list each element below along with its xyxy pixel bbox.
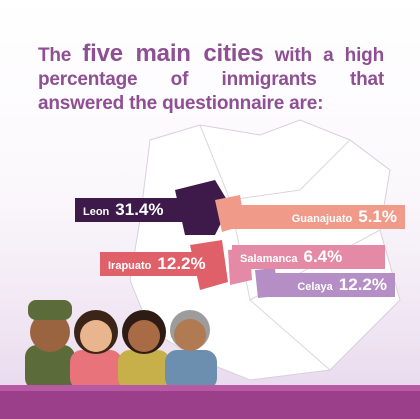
city-percent: 12.2% (338, 275, 387, 294)
city-percent: 6.4% (303, 247, 343, 266)
city-name: Irapuato (108, 260, 152, 272)
city-tag: Celaya 12.2% (265, 273, 395, 297)
city-tag: Leon 31.4% (75, 198, 190, 222)
city-tag: Guanajuato 5.1% (232, 205, 405, 229)
city-name: Salamanca (240, 253, 298, 265)
footer-stripe (0, 385, 420, 391)
map-border (199, 124, 351, 201)
title-start: The (38, 45, 72, 66)
city-tag: Salamanca 6.4% (232, 245, 385, 269)
city-percent: 31.4% (115, 200, 164, 219)
city-percent: 12.2% (157, 254, 206, 273)
city-name: Guanajuato (291, 213, 353, 225)
title-end: with a high percentage of inmigrants tha… (38, 45, 384, 114)
city-percent: 5.1% (358, 207, 397, 226)
title-emphasis: five main cities (82, 40, 264, 67)
city-name: Celaya (297, 281, 333, 293)
title: The five main cities with a high percent… (38, 42, 384, 116)
people (25, 300, 217, 390)
city-name: Leon (83, 206, 110, 218)
city-tag: Irapuato 12.2% (100, 252, 222, 276)
